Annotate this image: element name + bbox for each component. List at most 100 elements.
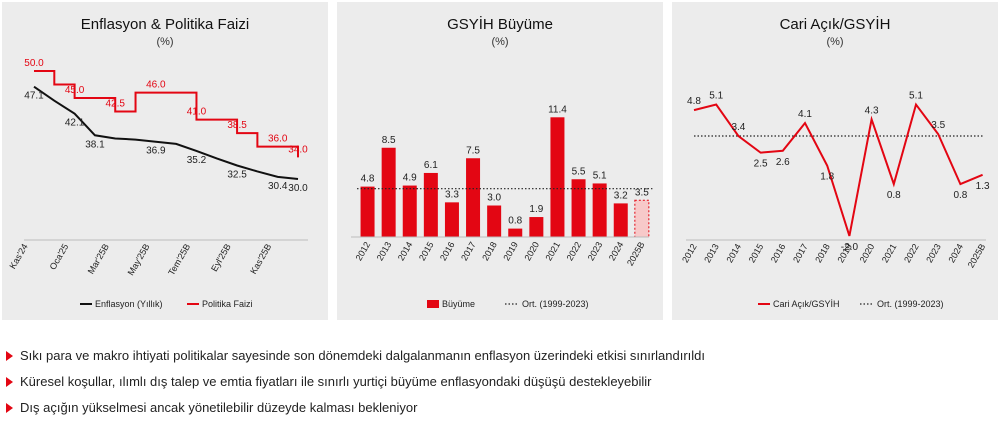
current-account-data-label: 0.8 <box>953 190 967 201</box>
legend-inflation-label: Enflasyon (Yıllık) <box>95 299 163 309</box>
x-tick-label: 2017 <box>459 240 478 262</box>
x-tick-label: 2016 <box>769 242 788 264</box>
policy-rate-data-label: 46.0 <box>146 80 166 91</box>
x-tick-label: 2024 <box>946 242 965 264</box>
bar-data-label: 4.8 <box>361 174 375 185</box>
policy-rate-data-label: 45.0 <box>65 85 85 96</box>
x-tick-label: 2012 <box>680 242 699 264</box>
bar <box>360 186 375 237</box>
bar-data-label: 5.1 <box>593 170 607 181</box>
chart-unit: (%) <box>491 36 509 48</box>
x-tick-label: 2017 <box>791 242 810 264</box>
bar-data-label: 8.5 <box>382 135 396 146</box>
bullet-triangle-icon <box>6 403 13 413</box>
bullet-list: Sıkı para ve makro ihtiyati politikalar … <box>6 348 996 426</box>
chart-title: Enflasyon & Politika Faizi <box>80 16 250 33</box>
bullet-item: Küresel koşullar, ılımlı dış talep ve em… <box>6 374 996 400</box>
x-tick-label: 2022 <box>565 240 584 262</box>
bar-data-label: 3.0 <box>487 193 501 204</box>
legend-average-label: Ort. (1999-2023) <box>522 299 589 309</box>
x-tick-label: Kas'25B <box>248 242 273 276</box>
bar-data-label: 3.2 <box>614 190 628 201</box>
current-account-data-label: 1.8 <box>820 172 834 183</box>
bar-data-label: 5.5 <box>572 166 586 177</box>
policy-rate-data-label: 50.0 <box>24 58 44 69</box>
bullet-text: Küresel koşullar, ılımlı dış talep ve em… <box>20 374 652 389</box>
policy-rate-data-label: 42.5 <box>105 99 125 110</box>
current-account-data-label: 4.1 <box>798 109 812 120</box>
bullet-text: Dış açığın yükselmesi ancak yönetilebili… <box>20 400 418 415</box>
current-account-data-label: 0.8 <box>887 190 901 201</box>
bar <box>529 217 544 237</box>
legend-current-account-label: Cari Açık/GSYİH <box>773 299 840 309</box>
inflation-data-label: 32.5 <box>227 170 247 181</box>
x-tick-label: Oca'25 <box>48 242 71 271</box>
bar-data-label: 7.5 <box>466 145 480 156</box>
policy-rate-data-label: 41.0 <box>187 107 207 118</box>
current-account-data-label: 2.6 <box>776 157 790 168</box>
inflation-line <box>33 85 299 180</box>
x-tick-label: 2015 <box>417 240 436 262</box>
current-account-data-label: 5.1 <box>909 91 923 102</box>
current-account-data-label: 4.3 <box>865 105 879 116</box>
inflation-data-label: 35.2 <box>187 155 207 166</box>
bar <box>550 117 565 237</box>
x-tick-label: 2024 <box>607 240 626 262</box>
bar <box>381 147 396 237</box>
bar <box>571 179 586 237</box>
x-tick-label: Tem'25B <box>166 242 192 277</box>
current-account-data-label: 2.5 <box>754 159 768 170</box>
chart-unit: (%) <box>826 36 844 48</box>
bar-data-label: 4.9 <box>403 173 417 184</box>
x-tick-label: Mar'25B <box>86 242 111 276</box>
x-tick-label: 2013 <box>702 242 721 264</box>
chart-panel-current-account: Cari Açık/GSYİH (%) 4.8 5.1 3.4 2.5 2.6 4.1 1.… <box>672 2 998 320</box>
inflation-policy-rate-chart: 47.1 42.138.1 36.9 35.2 32.5 30.4 30.0 50.0 45.0… <box>7 58 308 309</box>
policy-rate-data-label: 34.0 <box>288 144 308 155</box>
current-account-chart: 4.8 5.1 3.4 2.5 2.6 4.1 1.8 -2.0 4.3 0.8 5.1 3.5 0.8… <box>680 91 990 309</box>
x-tick-label: 2018 <box>480 240 499 262</box>
policy-rate-line <box>34 70 299 158</box>
current-account-data-label: 3.5 <box>931 120 945 131</box>
inflation-data-label: 30.0 <box>288 183 308 194</box>
x-tick-label: 2023 <box>586 240 605 262</box>
x-tick-label: 2021 <box>880 242 899 264</box>
chart-panel-inflation: Enflasyon & Politika Faizi (%) 47.1 42.1 3… <box>2 2 328 320</box>
x-tick-label: Eyl'25B <box>209 242 233 273</box>
bar-data-label: 0.8 <box>508 216 522 227</box>
inflation-data-label: 42.1 <box>65 118 85 129</box>
bar <box>592 183 607 237</box>
bullet-item: Dış açığın yükselmesi ancak yönetilebili… <box>6 400 996 426</box>
bar-data-label: 3.3 <box>445 189 459 200</box>
x-tick-label: 2021 <box>544 240 563 262</box>
bar <box>402 185 417 237</box>
x-tick-label: 2014 <box>724 242 743 264</box>
x-tick-label: 2019 <box>501 240 520 262</box>
x-tick-label: Kas'24 <box>7 242 29 271</box>
bullet-item: Sıkı para ve makro ihtiyati politikalar … <box>6 348 996 374</box>
bar <box>508 228 523 237</box>
policy-rate-data-label: 36.0 <box>268 134 288 145</box>
chart-panel-gdp: GSYİH Büyüme (%) 4.8 8.5 4.9 6.1 3.3 7.5 3.0 0.… <box>337 2 663 320</box>
inflation-data-label: 47.1 <box>24 91 44 102</box>
inflation-data-label: 30.4 <box>268 181 288 192</box>
x-tick-label: 2020 <box>522 240 541 262</box>
gdp-growth-chart: 4.8 8.5 4.9 6.1 3.3 7.5 3.0 0.8 1.9 11.4 5.5 5.1 3.2… <box>351 104 653 309</box>
x-tick-label: 2020 <box>858 242 877 264</box>
legend-growth-swatch <box>427 300 439 308</box>
current-account-data-label: 1.3 <box>976 181 990 192</box>
x-tick-label: 2015 <box>747 242 766 264</box>
current-account-line <box>693 102 983 237</box>
policy-rate-data-label: 38.5 <box>227 120 247 131</box>
x-tick-label: May'25B <box>126 242 152 277</box>
chart-title: GSYİH Büyüme <box>447 16 553 33</box>
inflation-data-label: 36.9 <box>146 146 166 157</box>
legend-average-label: Ort. (1999-2023) <box>877 299 944 309</box>
chart-unit: (%) <box>156 36 174 48</box>
bullet-triangle-icon <box>6 377 13 387</box>
current-account-data-label: 3.4 <box>731 122 745 133</box>
current-account-data-label: 5.1 <box>709 91 723 102</box>
bar <box>613 203 628 237</box>
bullet-text: Sıkı para ve makro ihtiyati politikalar … <box>20 348 706 363</box>
inflation-data-label: 38.1 <box>85 139 105 150</box>
